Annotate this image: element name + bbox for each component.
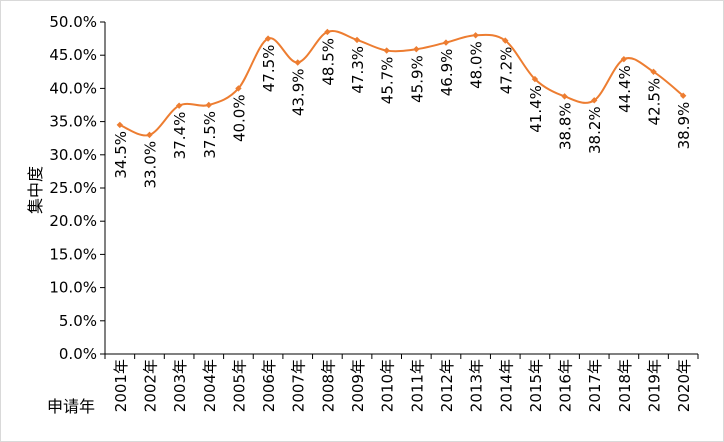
data-label: 34.5%	[112, 131, 130, 179]
data-label: 45.9%	[408, 55, 426, 103]
x-tick-label: 2005年	[230, 359, 248, 412]
x-tick-label: 2012年	[438, 359, 456, 412]
data-label: 44.4%	[616, 65, 634, 113]
series-points	[116, 28, 687, 139]
data-point	[472, 32, 479, 39]
x-tick-label: 2003年	[171, 359, 189, 412]
data-point	[442, 39, 450, 46]
data-label: 41.4%	[527, 85, 545, 133]
data-point	[679, 92, 687, 99]
x-tick-label: 2004年	[201, 359, 219, 412]
x-tick-label: 2008年	[319, 359, 337, 412]
x-axis-title: 申请年	[47, 397, 95, 416]
data-label: 38.9%	[675, 102, 693, 150]
y-tick-label: 45.0%	[49, 46, 97, 64]
y-tick-label: 5.0%	[59, 312, 97, 330]
data-point	[383, 47, 390, 54]
data-label: 47.5%	[260, 45, 278, 93]
y-tick-label: 40.0%	[49, 79, 97, 97]
x-tick-label: 2001年	[112, 359, 130, 412]
data-label: 37.4%	[171, 112, 189, 160]
data-label: 48.5%	[319, 38, 337, 86]
data-point	[650, 68, 657, 75]
y-tick-label: 35.0%	[49, 113, 97, 131]
data-label: 45.7%	[379, 57, 397, 105]
data-point	[146, 131, 153, 139]
data-point	[294, 59, 301, 66]
y-tick-label: 10.0%	[49, 279, 97, 297]
data-point	[235, 85, 242, 92]
data-point	[175, 102, 183, 109]
series-line	[119, 30, 684, 137]
data-labels: 34.5% 33.0% 37.4% 37.5% 40.0% 47.5% 43.9% 48.5%…	[112, 38, 693, 189]
y-tick-label: 20.0%	[49, 212, 97, 230]
y-axis-title: 集中度	[26, 166, 45, 214]
data-point	[413, 46, 420, 53]
x-tick-label: 2019年	[646, 359, 664, 412]
x-axis-ticks: 2001年 2002年 2003年 2004年 2005年 2006年 2007年 2008年…	[104, 354, 699, 412]
data-label: 38.2%	[586, 106, 604, 154]
y-tick-label: 0.0%	[59, 345, 97, 363]
x-tick-label: 2017年	[586, 359, 604, 412]
x-tick-label: 2010年	[379, 359, 397, 412]
data-label: 47.3%	[349, 46, 367, 94]
x-tick-label: 2020年	[675, 359, 693, 412]
x-tick-label: 2006年	[260, 359, 278, 412]
data-point	[205, 101, 212, 109]
x-tick-label: 2013年	[468, 359, 486, 412]
data-point	[531, 75, 539, 83]
y-tick-label: 25.0%	[49, 179, 97, 197]
data-point	[116, 121, 124, 129]
x-tick-label: 2007年	[290, 359, 308, 412]
x-tick-label: 2002年	[141, 359, 159, 412]
x-tick-label: 2015年	[527, 359, 545, 412]
x-tick-label: 2016年	[557, 359, 575, 412]
x-tick-label: 2009年	[349, 359, 367, 412]
x-tick-label: 2018年	[616, 359, 634, 412]
data-label: 48.0%	[468, 41, 486, 89]
data-point	[264, 35, 272, 42]
y-tick-label: 15.0%	[49, 245, 97, 263]
x-tick-label: 2011年	[408, 359, 426, 412]
y-tick-label: 50.0%	[49, 13, 97, 31]
data-label: 42.5%	[646, 78, 664, 126]
x-tick-label: 2014年	[497, 359, 515, 412]
data-label: 33.0%	[141, 141, 159, 189]
data-point	[561, 93, 568, 100]
y-axis-ticks: 0.0% 5.0% 10.0% 15.0% 20.0% 25.0% 30.0% 35.0% 40…	[49, 13, 105, 363]
data-point	[502, 37, 509, 44]
y-tick-label: 30.0%	[49, 146, 97, 164]
data-label: 46.9%	[438, 49, 456, 97]
data-point	[620, 55, 628, 63]
data-point	[591, 97, 598, 104]
data-point	[353, 36, 361, 44]
data-label: 47.2%	[497, 47, 515, 95]
data-label: 38.8%	[557, 102, 575, 150]
data-label: 43.9%	[290, 69, 308, 117]
data-point	[324, 28, 331, 36]
data-label: 37.5%	[201, 111, 219, 159]
data-label: 40.0%	[230, 94, 248, 142]
